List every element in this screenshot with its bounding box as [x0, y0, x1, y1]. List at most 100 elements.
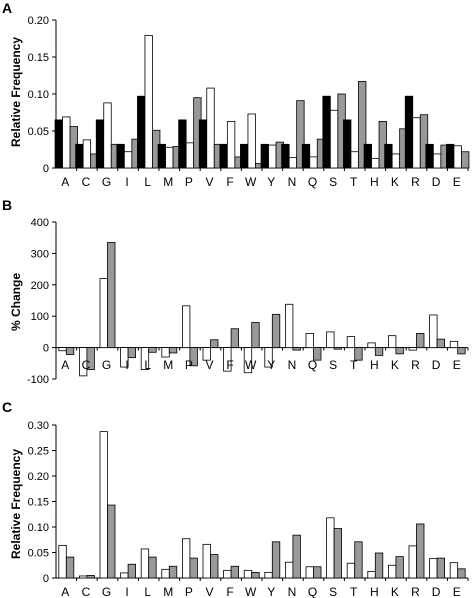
panel-a-bar-Y-black: [260, 143, 269, 169]
panel-c-bar-T-white: [346, 562, 356, 579]
panel-a-bar-G-black: [95, 119, 105, 169]
panel-a-bar-R-gray: [419, 114, 429, 169]
panel-a-bar-E-black: [446, 143, 455, 169]
panel-a-bar-W-white: [247, 113, 256, 169]
panel-c-category-label: L: [144, 585, 151, 598]
panel-a-bar-D-black: [425, 143, 434, 169]
panel-c-bar-G-white: [99, 431, 108, 579]
panel-b-category-label: P: [185, 358, 193, 372]
panel-b-bar-N-gray: [292, 347, 301, 351]
panel-b-bar-G-white: [99, 278, 108, 348]
panel-c-bar-F-white: [223, 569, 232, 579]
panel-c-bar-W-white: [243, 569, 253, 579]
panel-b-y-tick-label: 300: [31, 248, 49, 260]
panel-b-bar-C-gray: [86, 347, 95, 370]
panel-c-bar-P-white: [181, 538, 191, 579]
panel-a-bar-C-black: [75, 143, 84, 169]
panel-a-bar-T-gray: [358, 81, 367, 169]
panel-c-bar-Q-white: [305, 566, 314, 579]
panel-b-bar-M-white: [161, 347, 170, 358]
panel-b-bar-E-gray: [457, 347, 466, 355]
panel-a-category-label: M: [163, 175, 173, 189]
panel-b-bar-K-gray: [395, 347, 404, 355]
panel-a-bar-H-black: [363, 143, 372, 169]
panel-a-y-tick-label: 0.10: [28, 89, 49, 101]
panel-a-bar-R-white: [412, 117, 421, 169]
panel-c-bar-R-white: [408, 545, 417, 579]
panel-c-category-label: P: [185, 585, 193, 598]
panel-c-category-label: S: [329, 585, 337, 598]
panel-c-bar-M-gray: [168, 565, 178, 579]
panel-c-bar-Y-gray: [271, 541, 281, 579]
panel-b-category-label: M: [163, 358, 173, 372]
panel-c-bar-S-white: [326, 517, 335, 579]
panel-a-y-tick-label: 0.20: [28, 15, 49, 27]
panel-b: B % Change -100 0 100 200 300 400 A C G I L M P V F W Y N…: [2, 197, 469, 386]
panel-b-category-label: V: [205, 358, 213, 372]
panel-a-category-label: E: [453, 175, 461, 189]
panel-a-y-tick-label: 0.15: [28, 52, 49, 64]
panel-c-y-tick-label: 0.20: [28, 471, 49, 483]
panel-b-category-label: H: [370, 358, 379, 372]
panel-b-bar-R-gray: [416, 333, 425, 349]
panel-a-bar-S-white: [329, 109, 339, 169]
panel-b-bar-L-gray: [148, 347, 157, 353]
panel-a-bar-C-white: [82, 139, 92, 169]
panel-c-bar-E-gray: [457, 568, 466, 579]
panel-a-category-label: H: [370, 175, 379, 189]
panel-c-category-label: W: [245, 585, 257, 598]
panel-b-y-axis-label: % Change: [9, 273, 23, 331]
panel-a-bar-R-black: [404, 95, 414, 169]
panel-a-category-label: N: [288, 175, 297, 189]
panel-a-category-label: K: [391, 175, 399, 189]
panel-a-bar-K-black: [384, 143, 393, 169]
panel-c-bar-K-white: [387, 564, 397, 579]
panel-b-category-label: K: [391, 358, 399, 372]
panel-c-bar-L-gray: [148, 556, 157, 579]
panel-b-bar-P-gray: [189, 347, 198, 367]
panel-c-bar-Y-white: [264, 571, 273, 579]
panel-b-bar-K-white: [387, 335, 397, 348]
panel-b-y-tick-label: 400: [31, 217, 49, 229]
panel-a-y-axis-label: Relative Frequency: [9, 37, 23, 147]
panel-c-y-tick-label: 0.15: [28, 497, 49, 509]
panel-a-category-label: V: [205, 175, 213, 189]
panel-c-category-label: R: [411, 585, 420, 598]
panel-c-category-label: A: [61, 585, 69, 598]
panel-b-bar-V-gray: [210, 339, 219, 348]
panel-c-bar-L-white: [140, 548, 150, 579]
panel-b-bar-V-white: [202, 347, 211, 361]
panel-a-bar-V-black: [198, 119, 208, 169]
panel-c-bar-N-gray: [292, 534, 301, 579]
panel-b-category-label: D: [432, 358, 441, 372]
panel-a-bar-H-white: [371, 157, 380, 169]
panel-b-category-label: E: [453, 358, 461, 372]
panel-b-category-label: S: [329, 358, 337, 372]
panel-b-bar-F-white: [223, 347, 232, 372]
panel-a-bar-Y-white: [268, 144, 277, 169]
panel-c-bar-R-gray: [416, 523, 425, 579]
panel-a-bar-A-black: [54, 119, 63, 169]
panel-c-bar-D-gray: [436, 557, 446, 579]
panel-c-category-label: M: [163, 585, 173, 598]
panel-a-bar-M-white: [165, 146, 174, 169]
panel-c: C Relative Frequency 0 0.05 0.10 0.15 0.20 0.…: [2, 399, 469, 598]
panel-a-bar-L-black: [137, 95, 146, 169]
panel-c-bar-Q-gray: [313, 566, 322, 579]
panel-c-y-tick-label: 0.10: [28, 522, 49, 534]
panel-b-bar-D-gray: [436, 338, 446, 349]
panel-b-bar-P-white: [181, 305, 191, 349]
panel-a-bar-K-white: [391, 153, 401, 169]
panel-b-bar-N-white: [284, 303, 294, 349]
panel-b-bar-Q-gray: [313, 347, 322, 361]
panel-c-bar-W-gray: [251, 571, 260, 579]
panel-c-y-axis-label: Relative Frequency: [9, 449, 23, 559]
panel-b-letter: B: [2, 197, 12, 213]
panel-b-category-label: A: [61, 358, 69, 372]
panel-c-bar-K-gray: [395, 556, 404, 579]
panel-c-bar-H-white: [367, 570, 376, 579]
panel-b-category-label: W: [245, 358, 257, 372]
panel-c-bar-V-white: [202, 543, 211, 579]
panel-c-category-label: F: [226, 585, 233, 598]
panel-a-bar-I-black: [116, 143, 125, 169]
